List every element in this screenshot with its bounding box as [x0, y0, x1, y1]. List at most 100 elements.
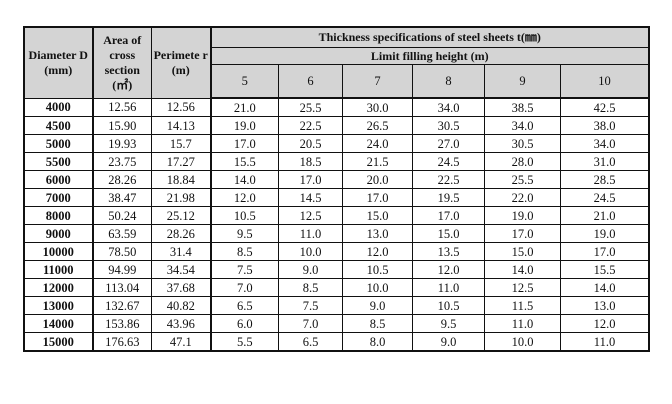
h10-cell: 14.0: [559, 278, 650, 297]
h6-cell: 20.5: [278, 134, 343, 153]
h5-cell: 15.5: [210, 152, 279, 171]
diameter-cell: 4000: [24, 97, 94, 117]
diameter-cell: 13000: [24, 296, 94, 315]
h10-cell: 31.0: [559, 152, 650, 171]
perimeter-cell: 14.13: [151, 116, 212, 135]
h9-cell: 10.0: [484, 332, 561, 351]
perimeter-cell: 17.27: [151, 152, 212, 171]
h5-cell: 5.5: [210, 332, 279, 351]
perimeter-cell: 21.98: [151, 188, 212, 207]
area-cell: 28.26: [92, 170, 152, 189]
h8-cell: 11.0: [412, 278, 485, 297]
steel-sheet-table: Diameter D (mm) Area of cross section (㎡…: [22, 26, 651, 352]
height-header-6: 6: [278, 64, 343, 99]
table-row: 11000 94.99 34.54 7.5 9.0 10.5 12.0 14.0 15.5: [24, 260, 650, 279]
diameter-cell: 12000: [24, 278, 94, 297]
perimeter-cell: 37.68: [151, 278, 212, 297]
table-row: 5500 23.75 17.27 15.5 18.5 21.5 24.5 28.0 31.0: [24, 152, 650, 171]
h8-cell: 9.0: [412, 332, 485, 351]
h7-cell: 10.0: [342, 278, 413, 297]
h10-cell: 21.0: [559, 206, 650, 225]
h8-cell: 13.5: [412, 242, 485, 261]
h8-cell: 24.5: [412, 152, 485, 171]
h7-cell: 15.0: [342, 206, 413, 225]
table-row: 14000 153.86 43.96 6.0 7.0 8.5 9.5 11.0 12.0: [24, 314, 650, 333]
table-row: 8000 50.24 25.12 10.5 12.5 15.0 17.0 19.0 21.0: [24, 206, 650, 225]
diameter-cell: 15000: [24, 332, 94, 351]
height-header-8: 8: [412, 64, 485, 99]
area-cell: 12.56: [92, 97, 152, 117]
thickness-header: Thickness specifications of steel sheets…: [209, 27, 650, 48]
area-cell: 78.50: [92, 242, 152, 261]
h8-cell: 10.5: [412, 296, 485, 315]
h5-cell: 7.5: [210, 260, 279, 279]
h8-cell: 27.0: [412, 134, 485, 153]
h9-cell: 28.0: [484, 152, 561, 171]
h9-cell: 19.0: [484, 206, 561, 225]
area-cell: 19.93: [92, 134, 152, 153]
h9-cell: 25.5: [484, 170, 561, 189]
height-header-9: 9: [484, 64, 561, 99]
h7-cell: 26.5: [342, 116, 413, 135]
h10-cell: 17.0: [559, 242, 650, 261]
diameter-cell: 10000: [24, 242, 94, 261]
table-row: 9000 63.59 28.26 9.5 11.0 13.0 15.0 17.0 19.0: [24, 224, 650, 243]
h6-cell: 17.0: [278, 170, 343, 189]
h6-cell: 9.0: [278, 260, 343, 279]
h5-cell: 14.0: [210, 170, 279, 189]
diameter-cell: 6000: [24, 170, 94, 189]
h9-cell: 17.0: [484, 224, 561, 243]
h6-cell: 18.5: [278, 152, 343, 171]
h6-cell: 22.5: [278, 116, 343, 135]
perimeter-cell: 31.4: [151, 242, 212, 261]
h10-cell: 19.0: [559, 224, 650, 243]
perimeter-cell: 15.7: [151, 134, 212, 153]
h5-cell: 8.5: [210, 242, 279, 261]
h7-cell: 8.5: [342, 314, 413, 333]
h8-cell: 17.0: [412, 206, 485, 225]
h9-cell: 12.5: [484, 278, 561, 297]
h9-cell: 14.0: [484, 260, 561, 279]
h5-cell: 6.5: [210, 296, 279, 315]
h6-cell: 25.5: [278, 97, 343, 117]
diameter-cell: 5000: [24, 134, 94, 153]
table-body: 4000 12.56 12.56 21.0 25.5 30.0 34.0 38.5 42.5 45…: [24, 97, 650, 351]
h7-cell: 21.5: [342, 152, 413, 171]
area-cell: 153.86: [92, 314, 152, 333]
h10-cell: 28.5: [559, 170, 650, 189]
perimeter-cell: 25.12: [151, 206, 212, 225]
area-cell: 23.75: [92, 152, 152, 171]
table-header: Diameter D (mm) Area of cross section (㎡…: [24, 27, 650, 99]
diameter-cell: 7000: [24, 188, 94, 207]
h10-cell: 34.0: [559, 134, 650, 153]
h9-cell: 22.0: [484, 188, 561, 207]
perimeter-cell: 43.96: [151, 314, 212, 333]
area-cell: 94.99: [92, 260, 152, 279]
area-header: Area of cross section (㎡): [92, 27, 152, 99]
h6-cell: 7.0: [278, 314, 343, 333]
h9-cell: 15.0: [484, 242, 561, 261]
diameter-cell: 4500: [24, 116, 94, 135]
h10-cell: 11.0: [559, 332, 650, 351]
height-header-5: 5: [210, 64, 279, 99]
h7-cell: 9.0: [342, 296, 413, 315]
h7-cell: 20.0: [342, 170, 413, 189]
table-row: 4500 15.90 14.13 19.0 22.5 26.5 30.5 34.0 38.0: [24, 116, 650, 135]
h9-cell: 38.5: [484, 97, 561, 117]
diameter-cell: 5500: [24, 152, 94, 171]
h7-cell: 10.5: [342, 260, 413, 279]
table-row: 4000 12.56 12.56 21.0 25.5 30.0 34.0 38.5 42.5: [24, 97, 650, 117]
h6-cell: 8.5: [278, 278, 343, 297]
h5-cell: 9.5: [210, 224, 279, 243]
table-row: 5000 19.93 15.7 17.0 20.5 24.0 27.0 30.5 34.0: [24, 134, 650, 153]
h7-cell: 13.0: [342, 224, 413, 243]
h6-cell: 11.0: [278, 224, 343, 243]
h8-cell: 22.5: [412, 170, 485, 189]
area-cell: 63.59: [92, 224, 152, 243]
limit-height-header: Limit filling height (m): [209, 47, 650, 65]
h6-cell: 12.5: [278, 206, 343, 225]
table-row: 10000 78.50 31.4 8.5 10.0 12.0 13.5 15.0 17.0: [24, 242, 650, 261]
h5-cell: 10.5: [210, 206, 279, 225]
diameter-cell: 14000: [24, 314, 94, 333]
table-row: 13000 132.67 40.82 6.5 7.5 9.0 10.5 11.5 13.0: [24, 296, 650, 315]
